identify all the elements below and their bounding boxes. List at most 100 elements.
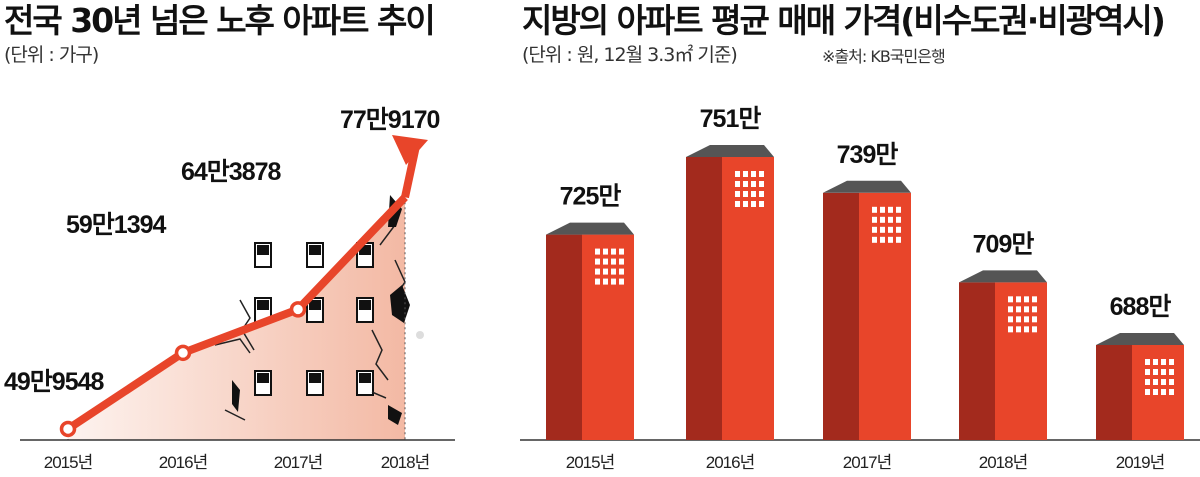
bar-window	[603, 278, 608, 285]
bar-window	[1032, 306, 1037, 313]
bar-side	[959, 282, 995, 440]
building-window	[356, 297, 374, 323]
window-pane	[359, 373, 371, 383]
right-chart-title: 지방의 아파트 평균 매매 가격(비수도권·비광역시)	[522, 1, 1166, 40]
bar-window	[880, 216, 885, 223]
window-pane	[359, 300, 371, 310]
bar-window	[619, 268, 624, 275]
bar-window	[872, 226, 877, 233]
bar-roof	[686, 145, 774, 157]
bar-window	[619, 248, 624, 255]
bar-window	[1161, 359, 1166, 365]
data-label: 77만9170	[340, 106, 440, 134]
bar-roof	[1096, 333, 1184, 345]
bar-window	[872, 206, 877, 213]
bar-window	[743, 191, 748, 197]
bar-window	[896, 226, 901, 233]
bar-window	[888, 226, 893, 233]
right-chart-source: ※출처: KB국민은행	[822, 47, 946, 66]
wall-crack	[224, 409, 246, 421]
bar-side	[686, 157, 722, 440]
bar-window	[759, 201, 764, 207]
bar-window	[888, 206, 893, 213]
building-window	[254, 370, 272, 396]
bar-window	[735, 171, 740, 177]
wall-crack	[371, 329, 389, 381]
bar-window	[611, 248, 616, 255]
bar-window	[1016, 326, 1021, 333]
bar-window	[759, 171, 764, 177]
bar-window	[595, 248, 600, 255]
bar-front	[859, 192, 911, 440]
bar-window	[1153, 389, 1158, 395]
bar-window	[1169, 379, 1174, 385]
building-window	[306, 242, 324, 268]
window-pane	[309, 373, 321, 383]
bar-window	[751, 191, 756, 197]
bar-window	[1008, 306, 1013, 313]
bar-window	[1008, 296, 1013, 303]
bar-window	[1024, 296, 1029, 303]
left-chart-title: 전국 30년 넘은 노후 아파트 추이	[4, 1, 436, 40]
bar	[1096, 333, 1184, 440]
bar-window	[1153, 359, 1158, 365]
data-label: 739만	[837, 141, 899, 169]
bar-window	[896, 216, 901, 223]
bar-window	[1153, 369, 1158, 375]
x-tick-label: 2019년	[1116, 453, 1164, 472]
bar-window	[611, 258, 616, 265]
bar-window	[872, 236, 877, 243]
bar-side	[546, 234, 582, 440]
bar-window	[611, 278, 616, 285]
bar-window	[888, 216, 893, 223]
bar-window	[1032, 296, 1037, 303]
bar-front	[722, 157, 774, 440]
bar-window	[1161, 389, 1166, 395]
bar	[546, 222, 634, 440]
bar-window	[735, 191, 740, 197]
bar-window	[595, 278, 600, 285]
bar-window	[751, 171, 756, 177]
x-tick-label: 2015년	[44, 453, 92, 472]
bar-window	[595, 258, 600, 265]
window-pane	[359, 245, 371, 255]
bar-window	[751, 201, 756, 207]
bar-window	[735, 181, 740, 187]
building-window	[306, 297, 324, 323]
bar	[823, 180, 911, 440]
bar-window	[896, 236, 901, 243]
window-pane	[257, 300, 269, 310]
data-label: 709만	[973, 230, 1035, 258]
bar-window	[880, 226, 885, 233]
bar-window	[888, 236, 893, 243]
bar-window	[1016, 306, 1021, 313]
data-label: 751만	[700, 105, 762, 133]
building-window	[306, 370, 324, 396]
wall-crack	[388, 405, 402, 425]
data-label: 64만3878	[181, 158, 282, 186]
building-window	[356, 370, 374, 396]
window-pane	[309, 245, 321, 255]
bar-window	[880, 206, 885, 213]
bar-window	[743, 181, 748, 187]
bar-window	[872, 216, 877, 223]
bar-window	[1024, 316, 1029, 323]
bar-window	[1145, 369, 1150, 375]
x-tick-label: 2015년	[566, 453, 614, 472]
bar-window	[1169, 359, 1174, 365]
left-chart-unit: (단위 : 가구)	[4, 44, 99, 66]
wall-crack	[214, 338, 251, 354]
bar-window	[595, 268, 600, 275]
bar-roof	[546, 222, 634, 235]
bar-window	[603, 268, 608, 275]
bar-front	[582, 234, 634, 440]
wall-dot	[416, 331, 424, 339]
bar-window	[1161, 369, 1166, 375]
bar-front	[995, 282, 1047, 440]
bar-window	[1161, 379, 1166, 385]
building-window	[254, 242, 272, 268]
bar-window	[1169, 369, 1174, 375]
bar-window	[1016, 316, 1021, 323]
wall-crack	[239, 299, 255, 351]
